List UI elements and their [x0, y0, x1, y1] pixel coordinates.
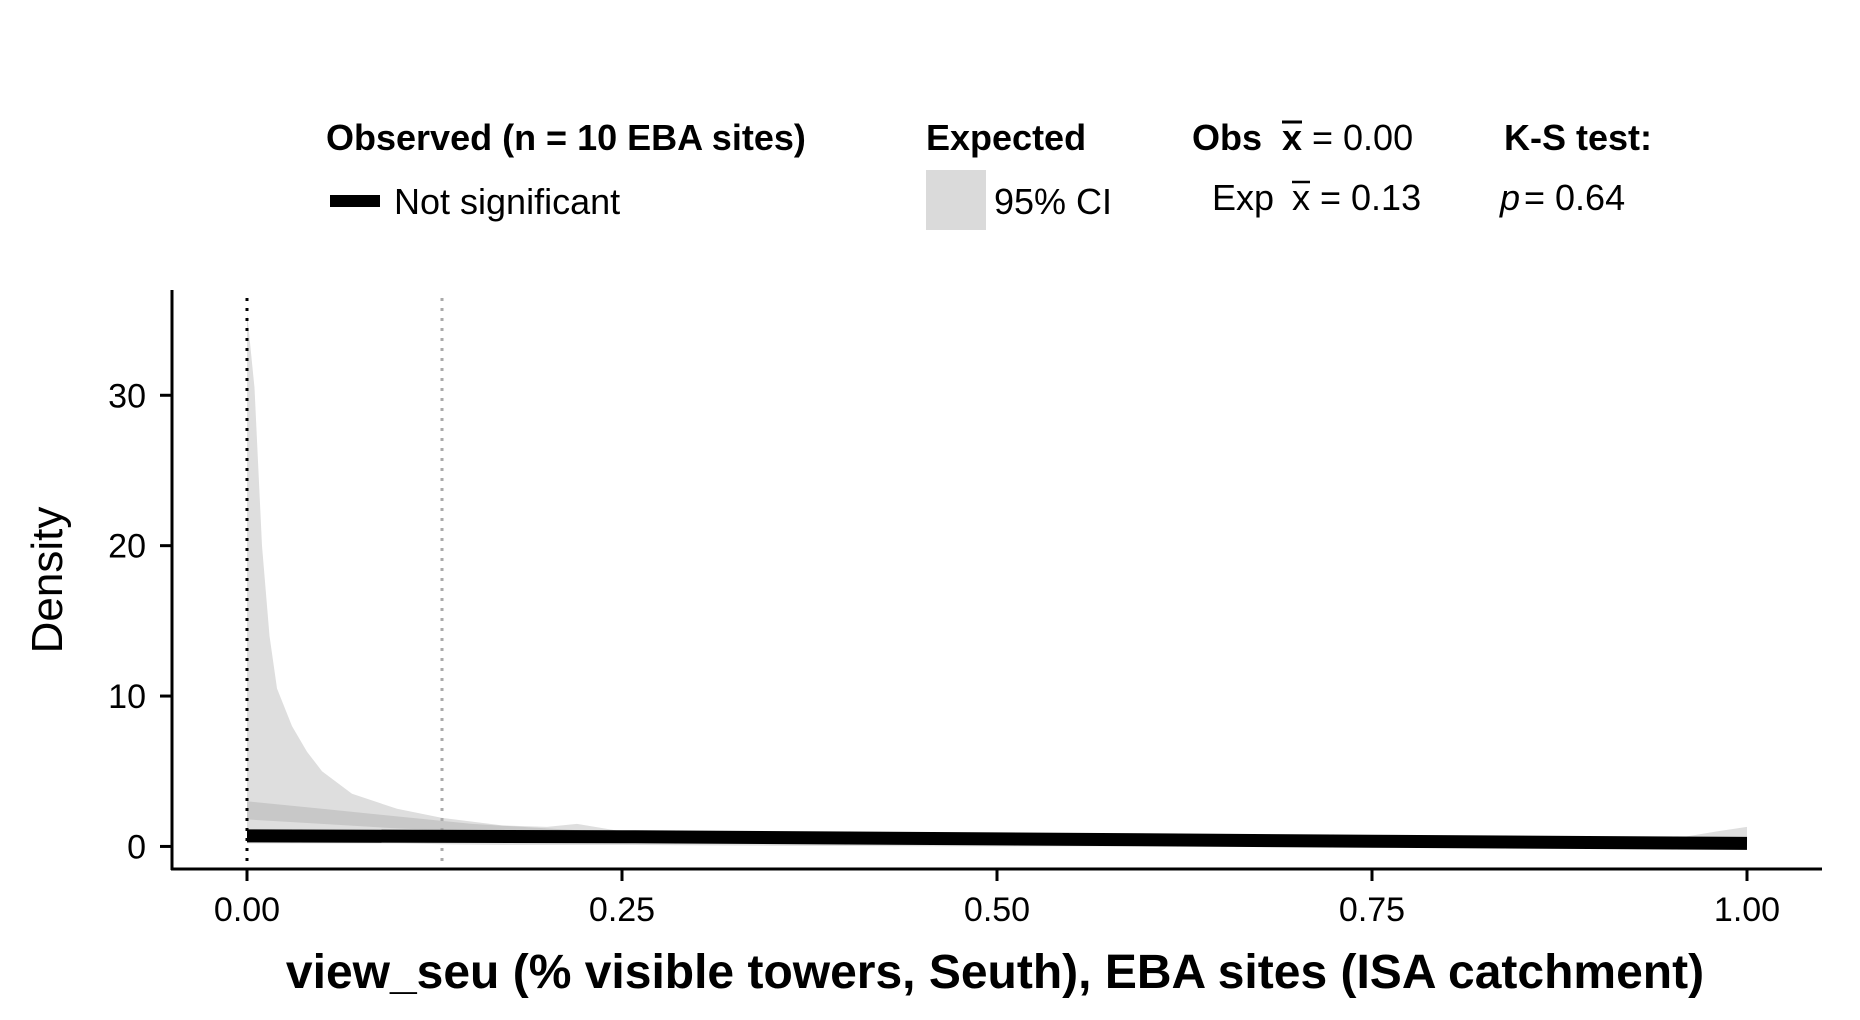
expected-mean-band — [247, 801, 622, 838]
legend-exp-mean-value: = 0.13 — [1320, 177, 1421, 218]
x-tick-label: 0.00 — [214, 891, 280, 929]
y-tick-label: 20 — [108, 528, 146, 566]
expected-mean-band-layer — [247, 801, 622, 838]
legend-observed-item: Not significant — [394, 181, 620, 222]
x-axis-title: view_seu (% visible towers, Seuth), EBA … — [286, 946, 1704, 999]
expected-ci-area — [247, 312, 1747, 847]
legend-obs-mean-label: Obs — [1192, 117, 1262, 158]
legend-expected-item: 95% CI — [994, 181, 1112, 222]
legend-expected-title: Expected — [926, 117, 1086, 158]
legend-ks-p-label: p — [1499, 177, 1520, 218]
x-tick-label: 1.00 — [1714, 891, 1780, 929]
y-tick-label: 30 — [108, 377, 146, 415]
expected-ci-layer — [247, 312, 1747, 847]
legend-exp-mean-symbol: x — [1292, 177, 1310, 218]
observed-layer — [246, 829, 1748, 850]
legend-obs-mean-value: = 0.00 — [1312, 117, 1413, 158]
legend-observed-title: Observed (n = 10 EBA sites) — [326, 117, 806, 158]
legend-ks-p-value: = 0.64 — [1524, 177, 1625, 218]
legend-expected-swatch — [926, 170, 986, 230]
x-tick-label: 0.75 — [1339, 891, 1405, 929]
legend-exp-mean-label: Exp — [1212, 177, 1274, 218]
y-tick-label: 10 — [108, 678, 146, 716]
x-tick-label: 0.50 — [964, 891, 1030, 929]
observed-density-line — [246, 829, 1748, 850]
y-tick-label: 0 — [127, 828, 146, 866]
legend: Observed (n = 10 EBA sites) Not signific… — [326, 117, 1652, 230]
x-tick-label: 0.25 — [589, 891, 655, 929]
legend-obs-mean-symbol: x — [1282, 117, 1302, 158]
axes-layer: 0.00 0.25 0.50 0.75 1.00 0 10 20 30 — [108, 290, 1822, 929]
legend-ks-title: K-S test: — [1504, 117, 1652, 158]
y-axis-title: Density — [23, 507, 72, 654]
